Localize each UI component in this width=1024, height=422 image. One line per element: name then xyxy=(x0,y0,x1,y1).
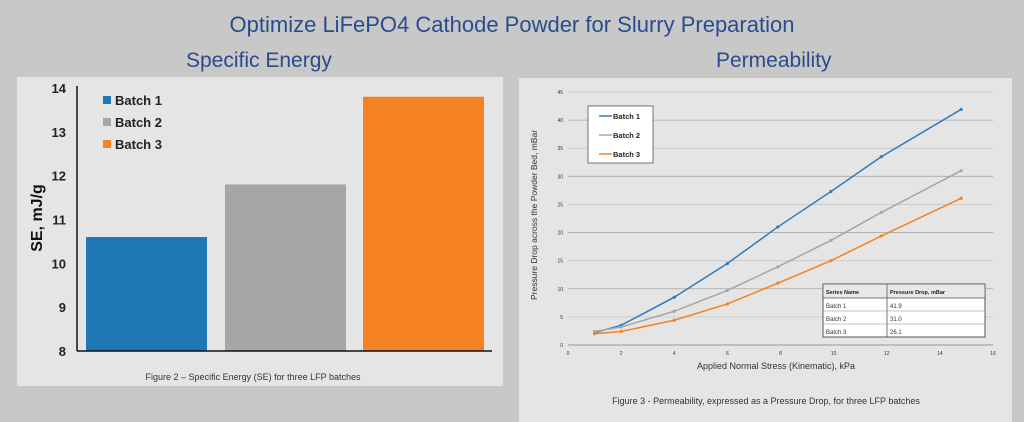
y-tick-label: 9 xyxy=(59,300,66,315)
data-point xyxy=(672,309,676,313)
series-line-3 xyxy=(594,197,962,335)
series-line-2 xyxy=(594,170,962,333)
data-point xyxy=(879,234,884,238)
y-tick-label: 30 xyxy=(557,174,563,180)
data-point xyxy=(959,169,963,173)
y-tick-label: 10 xyxy=(557,287,563,293)
y-tick-label: 25 xyxy=(557,202,563,208)
legend-label: Batch 2 xyxy=(613,131,640,140)
legend-swatch xyxy=(103,96,111,104)
x-tick-label: 4 xyxy=(673,351,676,357)
data-point xyxy=(776,281,780,285)
data-point xyxy=(829,189,833,194)
x-tick-label: 0 xyxy=(567,351,570,357)
data-point xyxy=(672,318,676,322)
data-point xyxy=(725,261,729,266)
table-cell: Batch 3 xyxy=(826,330,847,336)
data-point xyxy=(619,329,623,334)
series-line-1 xyxy=(594,108,962,334)
table-cell: Batch 1 xyxy=(826,304,847,310)
legend-label: Batch 1 xyxy=(613,112,640,121)
legend-swatch xyxy=(103,140,111,148)
table-cell: 41.9 xyxy=(890,304,902,310)
y-tick-label: 12 xyxy=(52,169,66,184)
y-tick-label: 11 xyxy=(52,213,66,228)
data-point xyxy=(725,302,729,306)
table-cell: 26.1 xyxy=(890,330,902,336)
legend-label: Batch 3 xyxy=(613,150,640,159)
y-tick-label: 13 xyxy=(52,125,66,140)
specific-energy-title: Specific Energy xyxy=(186,49,332,72)
y-axis-label: SE, mJ/g xyxy=(29,184,46,252)
table-header: Pressure Drop, mBar xyxy=(890,290,946,296)
permeability-title: Permeability xyxy=(716,49,832,72)
y-tick-label: 8 xyxy=(59,344,66,359)
legend-label: Batch 3 xyxy=(115,137,162,152)
x-tick-label: 8 xyxy=(779,351,782,357)
figure-caption: Figure 2 – Specific Energy (SE) for thre… xyxy=(146,372,361,382)
bar-1 xyxy=(86,237,207,351)
data-point xyxy=(959,107,963,112)
y-tick-label: 5 xyxy=(560,315,563,321)
legend-swatch xyxy=(103,118,111,126)
x-tick-label: 12 xyxy=(884,351,890,357)
x-tick-label: 14 xyxy=(937,351,943,357)
legend-label: Batch 1 xyxy=(115,93,162,108)
table-cell: Batch 2 xyxy=(826,317,847,323)
data-point xyxy=(725,288,729,293)
legend-label: Batch 2 xyxy=(115,115,162,130)
y-tick-label: 45 xyxy=(557,90,563,96)
x-axis-label: Applied Normal Stress (Kinematic), kPa xyxy=(697,361,855,371)
y-tick-label: 10 xyxy=(52,256,66,271)
y-tick-label: 35 xyxy=(557,146,563,152)
x-tick-label: 6 xyxy=(726,351,729,357)
data-point xyxy=(829,238,833,243)
data-point xyxy=(776,225,780,229)
legend-box xyxy=(587,105,654,164)
data-point xyxy=(879,210,884,214)
figure-caption: Figure 3 - Permeability, expressed as a … xyxy=(612,396,920,406)
data-point xyxy=(619,325,623,329)
data-point xyxy=(592,332,597,336)
table-header-row xyxy=(822,283,986,299)
x-tick-label: 10 xyxy=(831,351,837,357)
bar-2 xyxy=(225,184,346,351)
y-tick-label: 0 xyxy=(560,343,563,349)
data-point xyxy=(959,196,963,200)
page-title: Optimize LiFePO4 Cathode Powder for Slur… xyxy=(229,12,795,37)
y-axis-label: Pressure Drop across the Powder Bed, mBa… xyxy=(529,130,539,300)
x-tick-label: 2 xyxy=(620,351,623,357)
y-tick-label: 20 xyxy=(557,231,563,237)
x-tick-label: 16 xyxy=(990,351,996,357)
data-point xyxy=(829,259,833,263)
data-point xyxy=(776,265,780,269)
table-header: Series Name xyxy=(826,290,859,296)
y-tick-label: 14 xyxy=(52,81,67,96)
y-tick-label: 15 xyxy=(557,259,563,265)
data-point xyxy=(592,329,597,334)
table-cell: 31.0 xyxy=(890,317,902,323)
data-point xyxy=(672,295,676,299)
data-point xyxy=(879,155,884,159)
bar-3 xyxy=(363,96,484,352)
y-tick-label: 40 xyxy=(557,118,563,124)
